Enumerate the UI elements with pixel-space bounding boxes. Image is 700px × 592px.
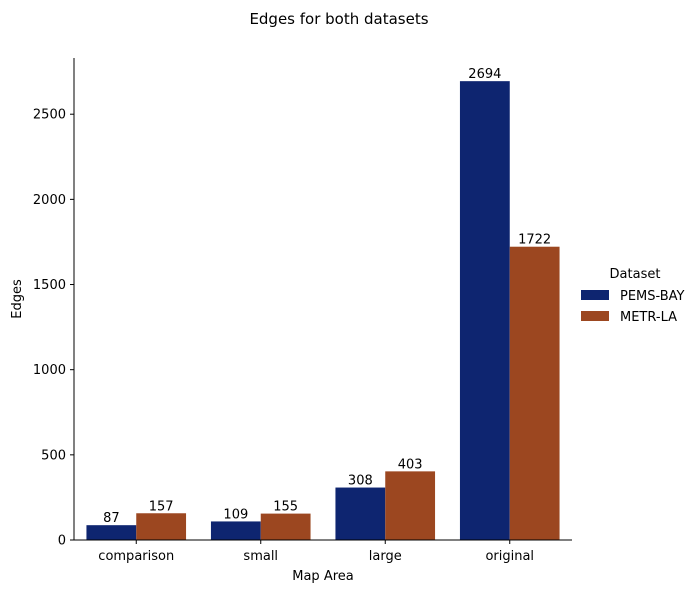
chart-title: Edges for both datasets	[249, 10, 428, 28]
legend-swatch-metr-la	[581, 311, 609, 321]
y-tick-label: 2500	[33, 108, 66, 123]
bar-metr-la-comparison	[136, 513, 187, 540]
bar-value-label: 155	[273, 500, 298, 515]
legend-label-pems-bay: PEMS-BAY	[620, 289, 685, 304]
x-ticks-group: comparison small large original	[98, 540, 534, 564]
y-tick-label: 2000	[33, 193, 66, 208]
x-tick-label: original	[485, 549, 534, 564]
bar-value-label: 157	[149, 499, 174, 514]
legend-title: Dataset	[610, 267, 661, 282]
bar-pems-bay-original	[459, 81, 510, 540]
bar-metr-la-small	[260, 513, 311, 540]
legend-label-metr-la: METR-LA	[620, 310, 677, 325]
x-tick-label: small	[243, 549, 278, 564]
legend-swatch-pems-bay	[581, 290, 609, 300]
bar-value-label: 109	[223, 507, 248, 522]
bar-pems-bay-large	[335, 487, 386, 540]
x-tick-label: comparison	[98, 549, 174, 564]
bar-pems-bay-small	[210, 521, 261, 540]
bar-metr-la-original	[509, 246, 560, 540]
x-axis-label: Map Area	[292, 569, 353, 584]
bars-group	[86, 81, 560, 540]
bar-labels-group: 87 109 308 2694 157 155 403 1722	[103, 67, 551, 526]
y-ticks-group: 0 500 1000 1500 2000 2500	[33, 108, 74, 549]
bar-value-label: 403	[398, 457, 423, 472]
bar-metr-la-large	[385, 471, 436, 540]
bar-value-label: 308	[348, 474, 373, 489]
bar-pems-bay-comparison	[86, 525, 137, 540]
legend: Dataset PEMS-BAY METR-LA	[581, 267, 685, 325]
y-axis-label: Edges	[10, 279, 25, 319]
bar-value-label: 1722	[518, 233, 551, 248]
x-tick-label: large	[369, 549, 402, 564]
y-tick-label: 500	[41, 448, 66, 463]
bar-value-label: 2694	[468, 67, 501, 82]
bar-value-label: 87	[103, 511, 120, 526]
y-tick-label: 0	[58, 534, 66, 549]
y-tick-label: 1000	[33, 363, 66, 378]
y-tick-label: 1500	[33, 278, 66, 293]
